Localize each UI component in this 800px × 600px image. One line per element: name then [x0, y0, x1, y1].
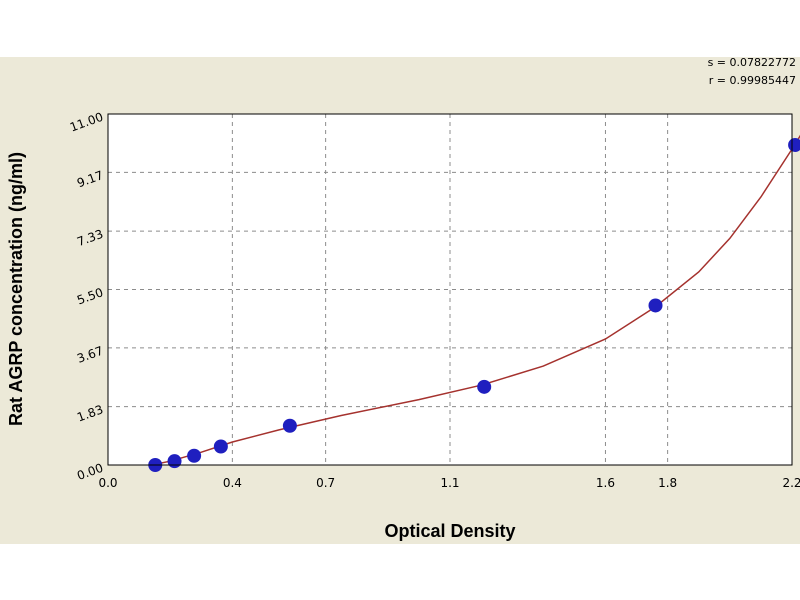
- x-tick-label: 2.2: [782, 476, 800, 490]
- data-point: [477, 379, 492, 394]
- plot-border: [107, 113, 793, 466]
- data-points-layer: [148, 137, 800, 472]
- x-tick-label: 0.0: [98, 476, 117, 490]
- x-tick-label: 1.6: [596, 476, 615, 490]
- data-point: [282, 418, 297, 433]
- y-tick-label: 3.67: [75, 344, 105, 366]
- data-point: [213, 439, 228, 454]
- chart-svg: 0.0 0.4 0.7 1.1 1.6 1.8 2.2 0.001.833.675.507.…: [6, 57, 800, 541]
- x-tick-label: 0.7: [316, 476, 335, 490]
- y-tick-label: 1.83: [75, 402, 105, 424]
- data-point: [788, 137, 800, 152]
- x-tick-labels: 0.0 0.4 0.7 1.1 1.6 1.8 2.2: [98, 476, 800, 490]
- y-tick-label: 9.17: [75, 168, 105, 190]
- x-tick-label: 0.4: [223, 476, 242, 490]
- y-tick-label: 7.33: [75, 227, 105, 249]
- data-point: [167, 454, 182, 469]
- data-point: [187, 448, 202, 463]
- y-axis-title: Rat AGRP concentration (ng/ml): [6, 152, 26, 426]
- fit-r-value: r = 0.99985447: [709, 74, 796, 87]
- fit-s-value: s = 0.07822772: [708, 57, 796, 69]
- y-tick-label: 11.00: [68, 110, 105, 135]
- x-axis-title: Optical Density: [384, 521, 515, 541]
- chart-panel: 0.0 0.4 0.7 1.1 1.6 1.8 2.2 0.00 1.83 3.67 5.50 7.…: [0, 57, 800, 544]
- x-tick-label: 1.8: [658, 476, 677, 490]
- x-tick-label: 1.1: [440, 476, 459, 490]
- y-tick-label: 5.50: [75, 285, 105, 307]
- data-point: [648, 298, 663, 313]
